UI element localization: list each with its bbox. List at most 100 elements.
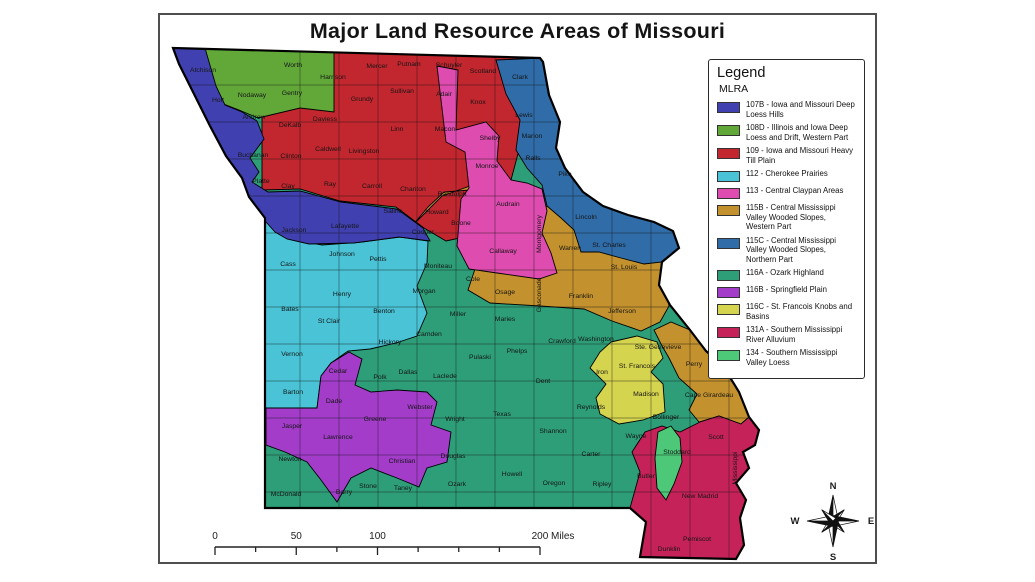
county-label-benton: Benton	[373, 308, 395, 315]
county-label-holt: Holt	[212, 97, 224, 104]
legend-item-112: 112 - Cherokee Prairies	[717, 169, 856, 182]
county-label-lafayette: Lafayette	[331, 223, 359, 230]
county-label-monroe: Monroe	[475, 163, 498, 170]
county-label-lincoln: Lincoln	[575, 214, 597, 221]
compass-rose-icon: N E S W	[791, 481, 875, 563]
county-label-jasper: Jasper	[282, 423, 303, 430]
county-label-bates: Bates	[281, 306, 299, 313]
county-label-butler: Butler	[637, 473, 655, 480]
legend-swatch-113	[717, 188, 740, 199]
county-label-carter: Carter	[582, 451, 602, 458]
county-label-marion: Marion	[522, 133, 543, 140]
legend-item-115B: 115B - Central Mississippi Valley Wooded…	[717, 203, 856, 232]
county-label-platte: Platte	[252, 178, 270, 185]
legend-item-108D: 108D - Illinois and Iowa Deep Loess and …	[717, 123, 856, 142]
legend-label: 107B - Iowa and Missouri Deep Loess Hill…	[746, 100, 855, 119]
county-label-knox: Knox	[470, 99, 486, 106]
county-label-nodaway: Nodaway	[238, 92, 267, 99]
county-label-wayne: Wayne	[626, 433, 647, 440]
county-label-cooper: Cooper	[412, 229, 435, 236]
scale-label-200: 200 Miles	[532, 531, 575, 542]
compass-label-s: S	[830, 552, 836, 563]
legend-label: 108D - Illinois and Iowa Deep Loess and …	[746, 123, 849, 142]
region-134	[654, 425, 683, 501]
county-label-mercer: Mercer	[366, 63, 388, 70]
compass-label-n: N	[830, 481, 837, 492]
county-label-linn: Linn	[391, 126, 404, 133]
county-label-oregon: Oregon	[543, 480, 566, 487]
county-label-pike: Pike	[558, 171, 571, 178]
county-label-cole: Cole	[466, 276, 480, 283]
county-label-washington: Washington	[578, 336, 614, 343]
county-label-howell: Howell	[502, 471, 523, 478]
legend-title: Legend	[717, 65, 766, 81]
county-label-christian: Christian	[389, 458, 416, 465]
county-label-sullivan: Sullivan	[390, 88, 414, 95]
county-label-barton: Barton	[283, 389, 303, 396]
county-label-lewis: Lewis	[515, 112, 533, 119]
county-label-phelps: Phelps	[507, 348, 528, 355]
county-label-dallas: Dallas	[399, 369, 418, 376]
county-label-taney: Taney	[394, 485, 413, 492]
county-label-chariton: Chariton	[400, 186, 426, 193]
legend-item-134: 134 - Southern Mississippi Valley Loess	[717, 348, 856, 367]
legend-item-107B: 107B - Iowa and Missouri Deep Loess Hill…	[717, 100, 856, 119]
region-116C	[589, 335, 666, 425]
county-label-miller: Miller	[450, 311, 467, 318]
county-label-greene: Greene	[364, 416, 387, 423]
county-label-harrison: Harrison	[320, 74, 346, 81]
county-label-stone: Stone	[359, 483, 377, 490]
county-label-ozark: Ozark	[448, 481, 467, 488]
legend-label: 116B - Springfield Plain	[746, 285, 827, 294]
county-label-franklin: Franklin	[569, 293, 593, 300]
county-label-cass: Cass	[280, 261, 296, 268]
county-label-warren: Warren	[559, 245, 581, 252]
county-label-callaway: Callaway	[489, 248, 517, 255]
legend-swatch-115B	[717, 205, 740, 216]
compass-point	[821, 509, 837, 522]
county-label-perry: Perry	[686, 361, 703, 368]
county-label-carroll: Carroll	[362, 183, 383, 190]
county-label-macon: Macon	[435, 126, 456, 133]
county-label-dunklin: Dunklin	[658, 546, 681, 553]
county-label-lawrence: Lawrence	[323, 434, 353, 441]
legend-swatch-116C	[717, 304, 740, 315]
legend-swatch-131A	[717, 327, 740, 338]
legend: Legend MLRA 107B - Iowa and Missouri Dee…	[708, 59, 865, 379]
county-label-worth: Worth	[284, 62, 302, 69]
county-label-cedar: Cedar	[329, 368, 348, 375]
county-label-grundy: Grundy	[351, 96, 374, 103]
county-label-andrew: Andrew	[242, 114, 265, 121]
county-label-henry: Henry	[333, 291, 352, 298]
compass-label-e: E	[868, 516, 874, 527]
legend-swatch-108D	[717, 125, 740, 136]
county-label-ray: Ray	[324, 181, 337, 188]
county-label-pemiscot: Pemiscot	[683, 536, 711, 543]
county-label-caldwell: Caldwell	[315, 146, 341, 153]
legend-item-116B: 116B - Springfield Plain	[717, 285, 856, 298]
county-label-ralls: Ralls	[525, 155, 541, 162]
county-label-pulaski: Pulaski	[469, 354, 491, 361]
county-label-montgomery: Montgomery	[536, 215, 543, 253]
county-label-texas: Texas	[493, 411, 511, 418]
county-label-douglas: Douglas	[441, 453, 467, 460]
county-label-reynolds: Reynolds	[577, 404, 606, 411]
legend-item-109: 109 - Iowa and Missouri Heavy Till Plain	[717, 146, 856, 165]
legend-item-131A: 131A - Southern Mississippi River Alluvi…	[717, 325, 856, 344]
county-label-johnson: Johnson	[329, 251, 355, 258]
county-label-adair: Adair	[436, 91, 453, 98]
county-label-jefferson: Jefferson	[608, 308, 636, 315]
county-label-gentry: Gentry	[282, 90, 303, 97]
county-label-audrain: Audrain	[496, 201, 520, 208]
county-label-vernon: Vernon	[281, 351, 303, 358]
region-116B	[265, 351, 452, 503]
county-label-crawford: Crawford	[548, 338, 576, 345]
scale-label-100: 100	[369, 531, 386, 542]
legend-item-116A: 116A - Ozark Highland	[717, 268, 856, 281]
county-label-boone: Boone	[451, 220, 471, 227]
county-label-st-charles: St. Charles	[592, 242, 626, 249]
county-label-st-louis: St. Louis	[611, 264, 638, 271]
county-label-clark: Clark	[512, 74, 528, 81]
legend-swatch-116B	[717, 287, 740, 298]
